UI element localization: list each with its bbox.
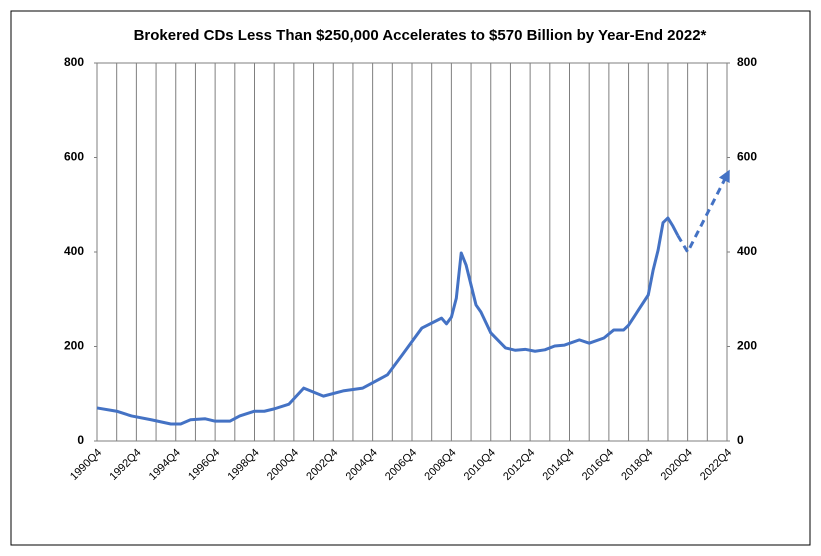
y2-tick-label: 400 [737,244,757,258]
series-line [676,169,730,254]
y2-tick-label: 200 [737,339,757,353]
y-tick-label: 0 [77,433,84,447]
y-tick-label: 200 [64,339,84,353]
chart-border [10,10,811,546]
series-line [96,216,680,426]
y2-tick-label: 0 [737,433,744,447]
y2-tick-label: 600 [737,150,757,164]
y-tick-label: 800 [64,55,84,69]
y-tick-label: 400 [64,244,84,258]
y-tick-label: 600 [64,150,84,164]
y2-tick-label: 800 [737,55,757,69]
chart-title: Brokered CDs Less Than $250,000 Accelera… [134,27,707,44]
